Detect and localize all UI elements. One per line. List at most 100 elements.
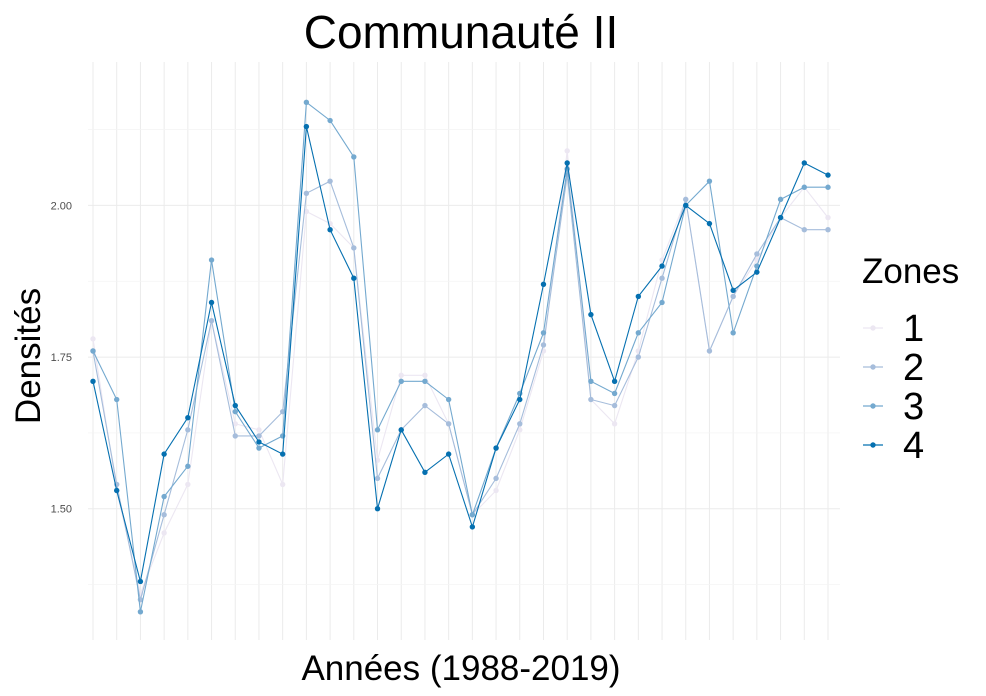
data-point — [114, 396, 120, 403]
data-point — [635, 293, 642, 300]
data-point — [327, 117, 333, 124]
data-point — [161, 512, 167, 518]
data-point — [825, 172, 831, 178]
data-point — [279, 451, 286, 457]
data-point — [327, 178, 333, 184]
data-point — [540, 342, 547, 348]
data-point — [422, 378, 428, 385]
data-point — [445, 396, 452, 403]
data-point — [374, 475, 381, 482]
legend-item: 4 — [863, 425, 924, 467]
data-point — [659, 299, 665, 306]
data-point — [351, 154, 357, 160]
data-point — [469, 512, 476, 518]
data-point — [137, 609, 144, 615]
data-point — [754, 251, 760, 257]
legend-key-point — [870, 364, 876, 370]
data-point — [659, 275, 665, 281]
data-point — [706, 348, 713, 354]
data-point — [540, 330, 547, 336]
legend-label: 2 — [903, 347, 924, 389]
data-point — [232, 421, 238, 427]
data-point — [825, 214, 831, 221]
chart-title: Communauté II — [304, 6, 618, 58]
series-line — [92, 175, 828, 600]
legend-item: 2 — [863, 347, 924, 389]
data-point — [659, 263, 665, 269]
data-point — [493, 487, 499, 494]
data-point — [161, 493, 167, 500]
data-point — [374, 427, 381, 433]
data-point — [801, 160, 807, 166]
data-point — [825, 184, 831, 190]
data-point — [564, 148, 570, 154]
data-point — [730, 293, 736, 300]
data-point — [517, 421, 523, 427]
data-point — [730, 330, 736, 336]
data-point — [208, 299, 215, 306]
data-point — [185, 415, 191, 421]
y-axis-title: Densités — [9, 288, 48, 424]
data-point — [801, 184, 807, 190]
data-point — [185, 463, 191, 469]
data-point — [185, 481, 191, 488]
data-point — [588, 311, 594, 318]
data-point — [279, 481, 286, 488]
data-point — [90, 378, 96, 385]
data-point — [232, 408, 238, 415]
data-point — [256, 427, 262, 433]
x-axis-title: Années (1988-2019) — [301, 649, 620, 688]
legend-title: Zones — [862, 252, 959, 291]
legend-label: 3 — [903, 386, 924, 428]
data-point — [611, 378, 618, 385]
data-point — [161, 530, 167, 536]
data-point — [611, 421, 618, 427]
series-line — [92, 150, 829, 596]
y-tick-label: 2.00 — [51, 200, 72, 212]
data-point — [327, 226, 333, 233]
legend-key-point — [870, 403, 876, 409]
series-4 — [90, 123, 831, 585]
data-point — [398, 378, 404, 385]
data-point — [374, 505, 381, 512]
data-point — [422, 402, 428, 409]
data-point — [114, 487, 120, 494]
data-point — [256, 433, 262, 439]
series-line — [92, 126, 829, 582]
data-point — [517, 396, 523, 403]
data-point — [232, 402, 238, 409]
data-point — [445, 421, 452, 427]
data-point — [730, 287, 736, 294]
data-point — [801, 226, 807, 233]
data-point — [137, 578, 144, 585]
data-point — [90, 336, 96, 342]
legend-label: 4 — [903, 425, 924, 467]
data-point — [517, 427, 523, 433]
data-point — [232, 433, 238, 439]
data-point — [825, 226, 831, 233]
data-point — [208, 317, 215, 324]
series-layer — [90, 99, 831, 615]
data-point — [493, 445, 499, 451]
legend-key-point — [870, 442, 876, 448]
data-point — [351, 275, 357, 281]
data-point — [564, 160, 570, 166]
legend-item: 1 — [863, 308, 924, 350]
data-point — [303, 123, 310, 130]
data-point — [256, 445, 262, 451]
data-point — [635, 330, 642, 336]
data-point — [185, 427, 191, 433]
data-point — [683, 202, 689, 209]
data-point — [208, 257, 215, 263]
data-point — [611, 402, 618, 409]
data-point — [777, 196, 784, 203]
data-point — [161, 451, 167, 457]
data-point — [445, 451, 452, 457]
data-point — [611, 390, 618, 397]
data-point — [588, 378, 594, 385]
data-point — [422, 372, 428, 378]
data-point — [469, 524, 476, 530]
series-1 — [90, 148, 831, 597]
